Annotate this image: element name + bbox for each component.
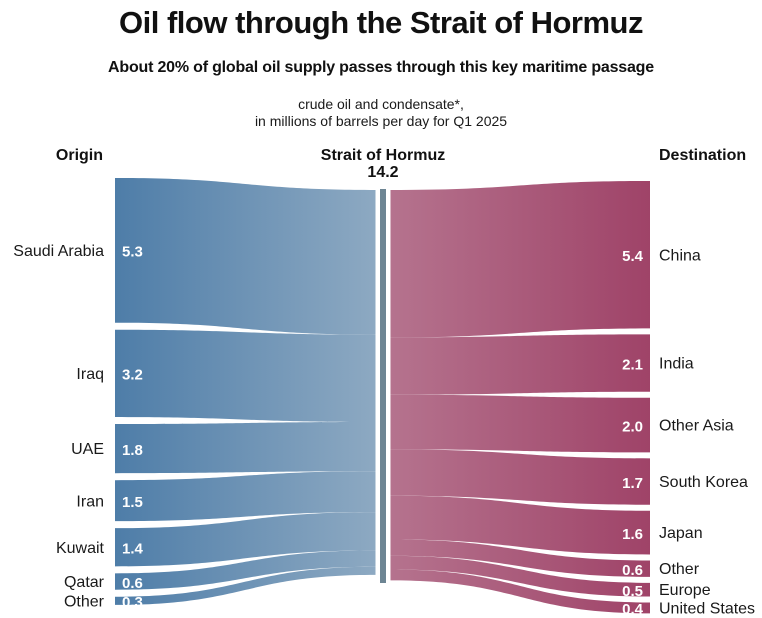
destination-label-south-korea: South Korea bbox=[659, 474, 748, 491]
origin-label-other: Other bbox=[64, 593, 105, 610]
destination-flow-other bbox=[390, 539, 650, 577]
origin-label-iraq: Iraq bbox=[76, 366, 104, 383]
origin-label-uae: UAE bbox=[71, 441, 104, 458]
origin-label-saudi-arabia: Saudi Arabia bbox=[13, 243, 104, 260]
chart-note: crude oil and condensate*, in millions o… bbox=[0, 96, 762, 130]
origin-value-iraq: 3.2 bbox=[122, 367, 143, 384]
destination-label-other: Other bbox=[659, 561, 700, 578]
destination-flow-japan bbox=[390, 495, 650, 555]
destination-value-india: 2.1 bbox=[622, 356, 643, 373]
page-subtitle: About 20% of global oil supply passes th… bbox=[108, 59, 654, 76]
origin-label-qatar: Qatar bbox=[64, 574, 105, 591]
destination-flow-china bbox=[390, 181, 650, 338]
destination-label-japan: Japan bbox=[659, 525, 703, 542]
origin-flow-other bbox=[115, 566, 376, 605]
destination-label-china: China bbox=[659, 247, 701, 264]
origin-flow-saudi-arabia bbox=[115, 178, 376, 335]
destination-label-united-states: United States bbox=[659, 601, 755, 618]
column-label-strait: Strait of Hormuz bbox=[320, 147, 446, 164]
origin-flow-kuwait bbox=[115, 512, 376, 567]
destination-flow-india bbox=[390, 334, 650, 395]
destination-label-europe: Europe bbox=[659, 582, 711, 599]
origin-value-iran: 1.5 bbox=[122, 494, 143, 511]
origin-label-kuwait: Kuwait bbox=[56, 540, 105, 557]
destination-value-europe: 0.5 bbox=[622, 583, 643, 600]
origin-value-saudi-arabia: 5.3 bbox=[122, 244, 143, 261]
origin-flow-qatar bbox=[115, 550, 376, 590]
destination-value-other: 0.6 bbox=[622, 562, 643, 579]
chart-note-line1: crude oil and condensate*, bbox=[298, 96, 464, 112]
destination-value-united-states: 0.4 bbox=[622, 601, 644, 618]
destination-flow-united-states bbox=[390, 569, 650, 614]
origin-value-qatar: 0.6 bbox=[122, 575, 143, 592]
origin-label-iran: Iran bbox=[76, 493, 104, 510]
strait-bar bbox=[380, 189, 386, 583]
column-label-destination: Destination bbox=[659, 147, 747, 164]
chart-note-line2: in millions of barrels per day for Q1 20… bbox=[254, 113, 508, 129]
destination-flow-europe bbox=[390, 555, 650, 597]
origin-flow-iraq bbox=[115, 329, 376, 423]
origin-value-uae: 1.8 bbox=[122, 442, 143, 459]
origin-flow-uae bbox=[115, 422, 376, 474]
origin-flow-iran bbox=[115, 471, 376, 522]
destination-flow-other-asia bbox=[390, 394, 650, 453]
page-title: Oil flow through the Strait of Hormuz bbox=[119, 5, 643, 40]
destination-value-china: 5.4 bbox=[622, 248, 644, 265]
origin-value-kuwait: 1.4 bbox=[122, 541, 144, 558]
destination-label-other-asia: Other Asia bbox=[659, 418, 734, 435]
destination-flow-south-korea bbox=[390, 449, 650, 505]
origin-value-other: 0.3 bbox=[122, 594, 143, 611]
destination-value-south-korea: 1.7 bbox=[622, 475, 643, 492]
destination-value-japan: 1.6 bbox=[622, 526, 643, 543]
destination-label-india: India bbox=[659, 356, 694, 373]
column-label-origin: Origin bbox=[55, 147, 103, 164]
strait-total-value: 14.2 bbox=[367, 164, 399, 181]
destination-value-other-asia: 2.0 bbox=[622, 418, 643, 435]
